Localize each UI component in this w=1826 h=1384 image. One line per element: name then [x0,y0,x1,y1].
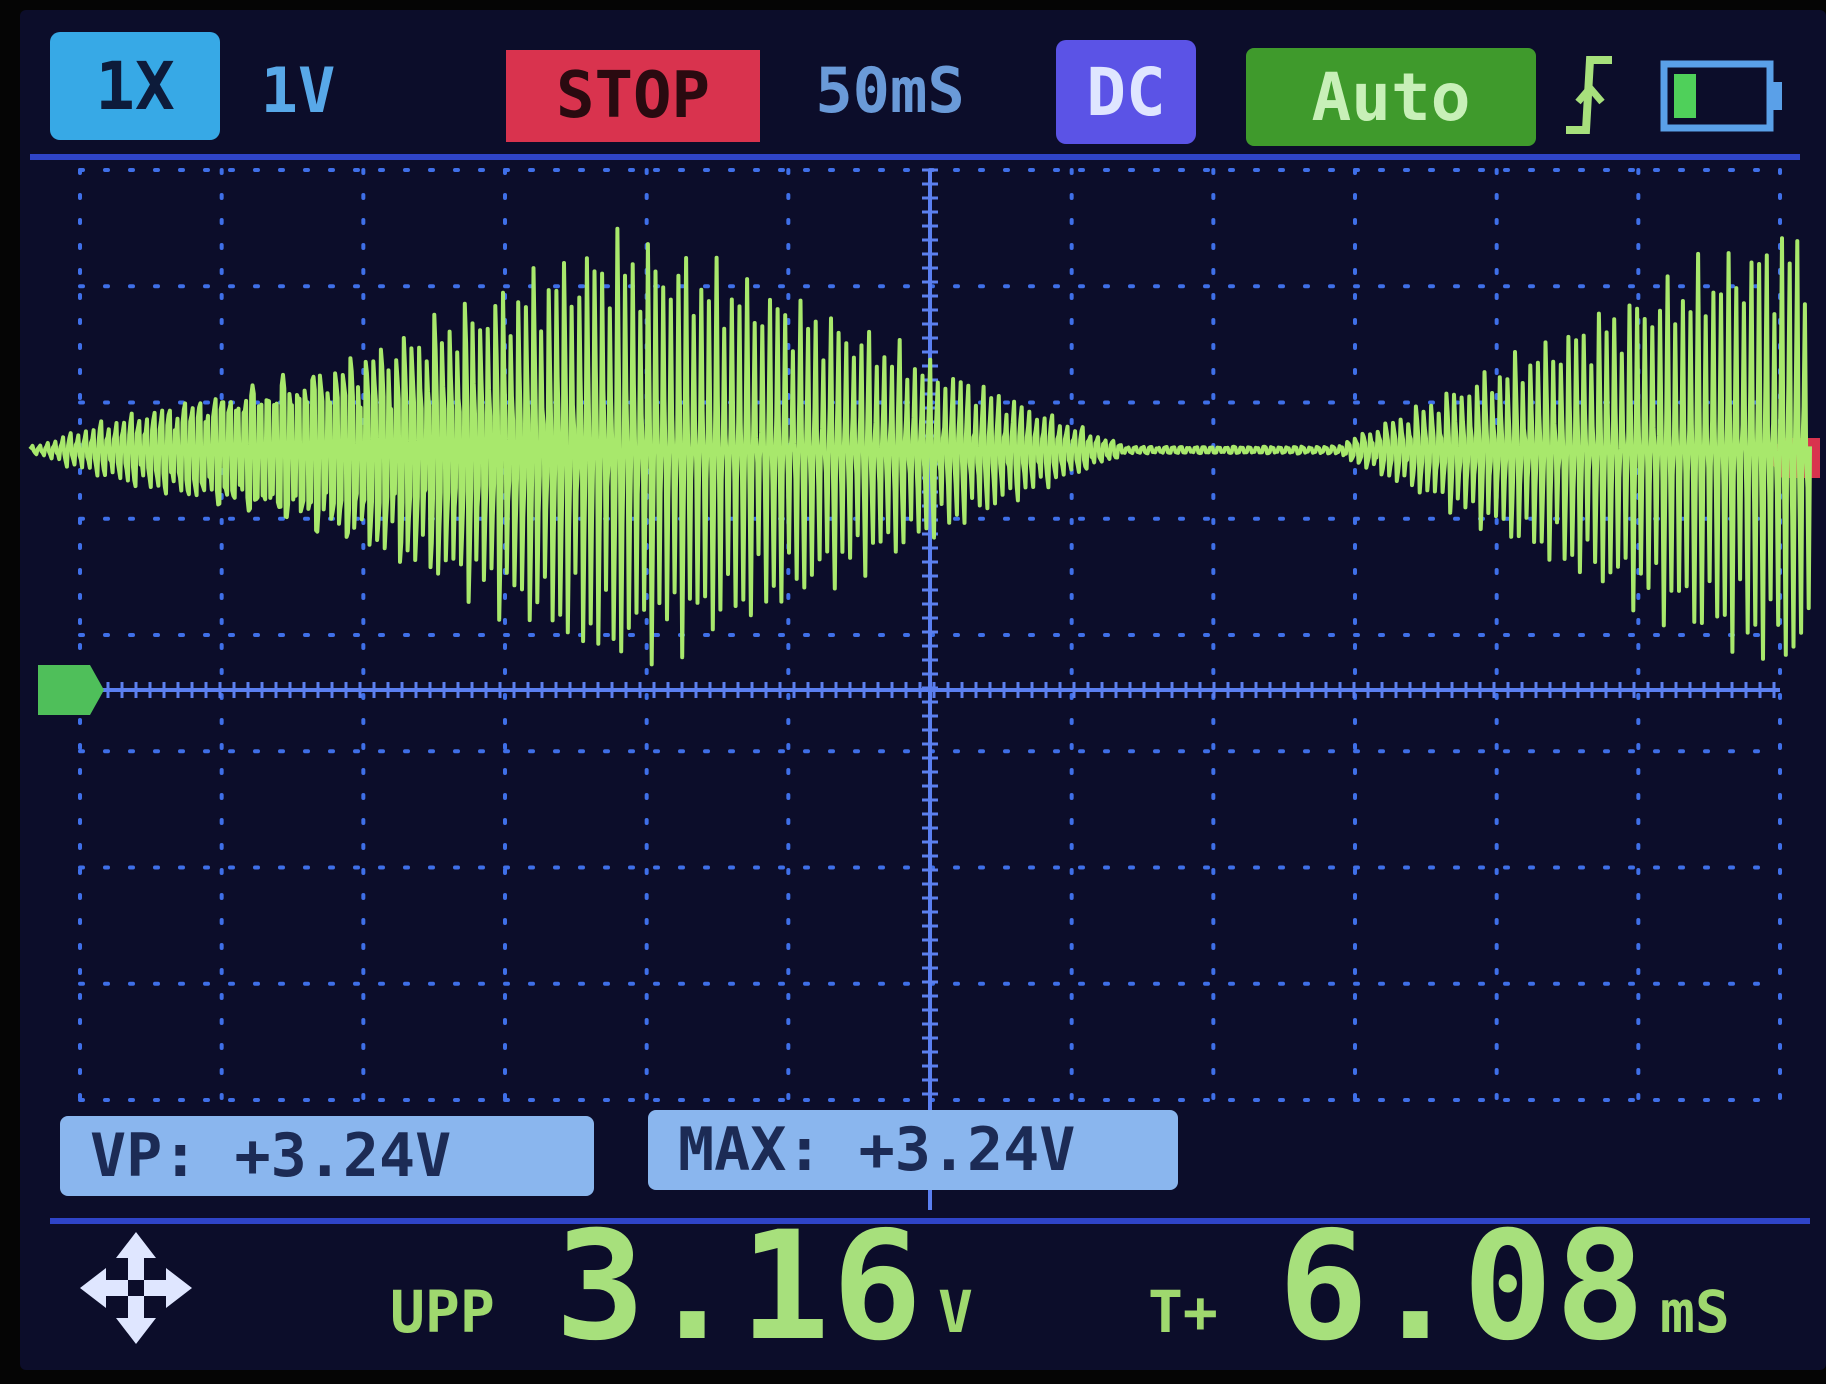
channel-ground-marker [38,665,104,715]
scope-screen: 1X 1V STOP 50mS DC Auto VP: + [20,10,1826,1374]
signal-trace [28,226,1812,667]
time-per-div-label[interactable]: 50mS [815,53,965,127]
rising-edge-icon[interactable] [1560,50,1616,140]
vpp-value: 3.16 [555,1200,925,1374]
header-divider [30,154,1800,160]
coupling-badge[interactable]: DC [1056,40,1196,144]
vpp-unit: V [938,1278,973,1346]
move-arrows-icon[interactable] [76,1228,196,1348]
status-bar: 1X 1V STOP 50mS DC Auto [20,10,1826,150]
vpp-label: UPP [390,1278,495,1346]
trigger-mode-badge[interactable]: Auto [1246,48,1536,146]
footer-divider [50,1218,1810,1224]
battery-icon [1660,58,1786,134]
waveform-display[interactable] [20,10,1826,1370]
time-offset-value: 6.08 [1278,1200,1648,1374]
time-offset-label: T+ [1148,1278,1218,1346]
max-measurement: MAX: +3.24V [648,1110,1178,1190]
volts-per-div-label[interactable]: 1V [260,53,336,127]
probe-setting-badge[interactable]: 1X [50,32,220,140]
vp-measurement: VP: +3.24V [60,1116,594,1196]
time-offset-unit: mS [1660,1278,1730,1346]
run-state-badge[interactable]: STOP [506,50,760,142]
